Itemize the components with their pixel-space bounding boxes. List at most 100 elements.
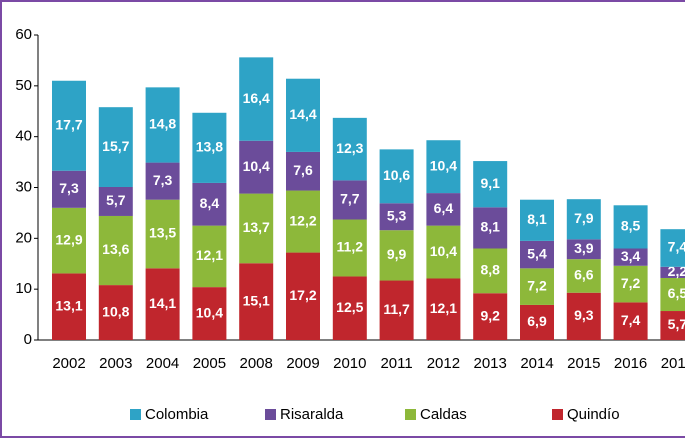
x-tick-label: 2013 bbox=[474, 355, 507, 372]
data-label: 9,1 bbox=[480, 175, 500, 191]
bar-segment bbox=[239, 193, 274, 264]
bar-segment bbox=[473, 293, 508, 340]
bar-segment bbox=[566, 199, 601, 240]
data-label: 12,2 bbox=[289, 212, 316, 228]
data-label: 8,1 bbox=[480, 219, 500, 235]
bar-segment bbox=[239, 57, 274, 141]
legend-label: Risaralda bbox=[280, 406, 344, 423]
data-label: 15,7 bbox=[102, 138, 129, 154]
bar-segment bbox=[332, 117, 367, 181]
x-tick-label: 2004 bbox=[146, 355, 179, 372]
data-label: 8,1 bbox=[527, 211, 547, 227]
bar-segment bbox=[239, 263, 274, 340]
data-label: 8,4 bbox=[200, 195, 220, 211]
data-label: 17,2 bbox=[289, 287, 316, 303]
x-tick-label: 2003 bbox=[99, 355, 132, 372]
y-tick-label: 0 bbox=[24, 331, 32, 348]
data-label: 16,4 bbox=[243, 90, 270, 106]
bar-segment bbox=[520, 304, 554, 340]
y-tick-label: 40 bbox=[15, 128, 32, 145]
legend-label: Caldas bbox=[420, 406, 467, 423]
bar-segment bbox=[145, 87, 180, 163]
data-label: 13,1 bbox=[55, 297, 82, 313]
data-label: 5,4 bbox=[527, 245, 547, 261]
data-label: 8,8 bbox=[480, 262, 500, 278]
data-label: 12,1 bbox=[196, 247, 223, 263]
bar-segment bbox=[520, 199, 554, 241]
data-label: 9,3 bbox=[574, 307, 594, 323]
data-label: 7,2 bbox=[527, 277, 547, 293]
data-label: 13,8 bbox=[196, 139, 223, 155]
x-tick-label: 2012 bbox=[427, 355, 460, 372]
x-tick-label: 2005 bbox=[193, 355, 226, 372]
bar-segment bbox=[52, 170, 86, 208]
bar-segment bbox=[192, 225, 227, 288]
data-label: 10,6 bbox=[383, 167, 410, 183]
data-label: 10,8 bbox=[102, 303, 129, 319]
bar-segment bbox=[613, 205, 648, 249]
data-label: 12,9 bbox=[55, 231, 82, 247]
data-label: 6,4 bbox=[434, 200, 454, 216]
bar-segment bbox=[613, 265, 648, 303]
data-label: 5,7 bbox=[668, 316, 685, 332]
bar-segment bbox=[660, 229, 685, 267]
bar-segment bbox=[145, 162, 180, 200]
bar-segment bbox=[98, 107, 133, 187]
data-label: 8,5 bbox=[621, 218, 641, 234]
bar-segment bbox=[520, 268, 554, 305]
x-tick-label: 2002 bbox=[52, 355, 85, 372]
data-label: 14,8 bbox=[149, 116, 176, 132]
data-label: 17,7 bbox=[55, 116, 82, 132]
data-label: 13,7 bbox=[243, 219, 270, 235]
data-label: 3,4 bbox=[621, 248, 641, 264]
x-tick-label: 2008 bbox=[240, 355, 273, 372]
y-tick-label: 50 bbox=[15, 77, 32, 94]
data-label: 13,5 bbox=[149, 225, 176, 241]
bar-segment bbox=[286, 252, 320, 340]
y-tick-label: 60 bbox=[15, 26, 32, 43]
bar-segment bbox=[613, 302, 648, 340]
bar-segment bbox=[286, 151, 320, 191]
data-label: 7,4 bbox=[668, 239, 685, 255]
data-label: 12,3 bbox=[336, 140, 363, 156]
data-label: 9,9 bbox=[387, 246, 407, 262]
bar-segment bbox=[426, 225, 461, 279]
bar-segment bbox=[52, 80, 86, 171]
bar-segment bbox=[145, 268, 180, 340]
data-label: 7,3 bbox=[153, 172, 173, 188]
bar-segment bbox=[473, 207, 508, 249]
bar-segment bbox=[286, 78, 320, 152]
data-label: 15,1 bbox=[243, 292, 270, 308]
x-tick-label: 2010 bbox=[333, 355, 366, 372]
bar-segment bbox=[426, 193, 461, 226]
data-label: 6,9 bbox=[527, 313, 547, 329]
legend-swatch bbox=[405, 409, 416, 420]
data-label: 7,7 bbox=[340, 191, 360, 207]
data-label: 10,4 bbox=[430, 243, 457, 259]
data-label: 11,2 bbox=[337, 239, 364, 255]
data-label: 12,1 bbox=[430, 300, 457, 316]
bar-segment bbox=[379, 230, 414, 281]
bar-segment bbox=[98, 215, 133, 286]
legend-swatch bbox=[552, 409, 563, 420]
bar-segment bbox=[52, 273, 86, 340]
data-label: 5,3 bbox=[387, 207, 407, 223]
bar-segment bbox=[520, 240, 554, 269]
bar-segment bbox=[286, 190, 320, 253]
legend-swatch bbox=[265, 409, 276, 420]
bar-segment bbox=[332, 180, 367, 220]
bar-segment bbox=[473, 248, 508, 294]
x-tick-label: 2015 bbox=[567, 355, 600, 372]
bar-segment bbox=[379, 280, 414, 340]
y-tick-label: 10 bbox=[15, 280, 32, 297]
data-label: 3,9 bbox=[574, 240, 594, 256]
x-tick-label: 2017 bbox=[661, 355, 685, 372]
bar-segment bbox=[660, 311, 685, 340]
bar-segment bbox=[145, 199, 180, 269]
data-label: 13,6 bbox=[102, 241, 129, 257]
bar-segment bbox=[52, 207, 86, 274]
data-label: 14,4 bbox=[289, 106, 316, 122]
bar-segment bbox=[98, 285, 133, 340]
bar-segment bbox=[426, 140, 461, 194]
